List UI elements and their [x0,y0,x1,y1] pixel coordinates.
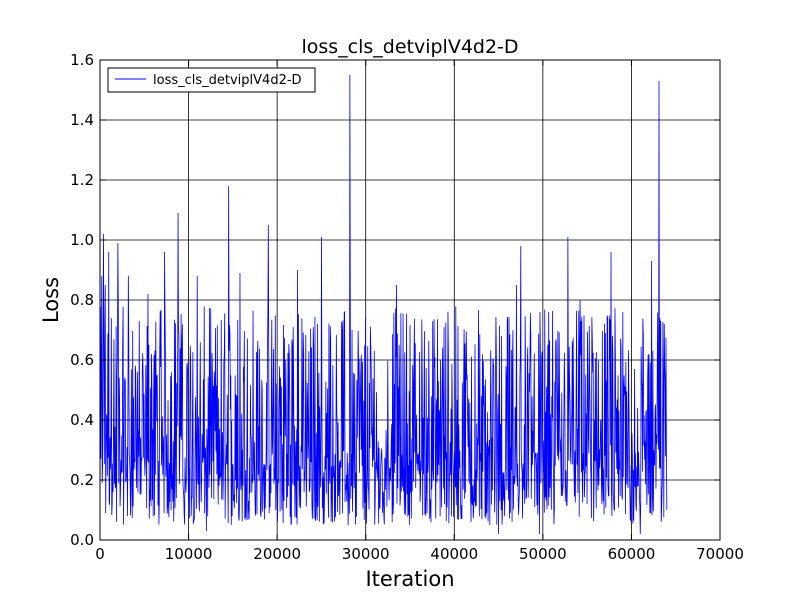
y-tick-label: 1.2 [70,171,94,189]
x-tick-label: 70000 [696,545,744,563]
y-tick-label: 0.6 [70,351,94,369]
y-tick-label: 1.0 [70,231,94,249]
x-tick-label: 0 [95,545,105,563]
x-tick-label: 10000 [165,545,213,563]
x-tick-label: 20000 [253,545,301,563]
x-tick-label: 60000 [608,545,656,563]
y-tick-label: 0.8 [70,291,94,309]
y-tick-label: 0.2 [70,471,94,489]
legend: loss_cls_detviplV4d2-D [107,67,316,93]
x-tick-label: 30000 [342,545,390,563]
chart-title: loss_cls_detviplV4d2-D [301,36,518,58]
x-axis-ticks: 0 10000 20000 30000 40000 50000 60000 70000 [95,60,744,563]
y-tick-label: 0.0 [70,531,94,549]
y-axis-label: Loss [39,277,63,323]
x-axis-label: Iteration [365,567,454,591]
y-tick-label: 1.6 [70,51,94,69]
y-tick-label: 1.4 [70,111,94,129]
legend-label: loss_cls_detviplV4d2-D [153,73,302,88]
y-tick-label: 0.4 [70,411,94,429]
legend-box [107,67,316,93]
x-tick-label: 40000 [430,545,478,563]
x-tick-label: 50000 [519,545,567,563]
series-line-loss [99,74,668,535]
y-axis-ticks: 0.0 0.2 0.4 0.6 0.8 1.0 1.2 1.4 1.6 [70,51,720,549]
series-group [99,74,668,535]
